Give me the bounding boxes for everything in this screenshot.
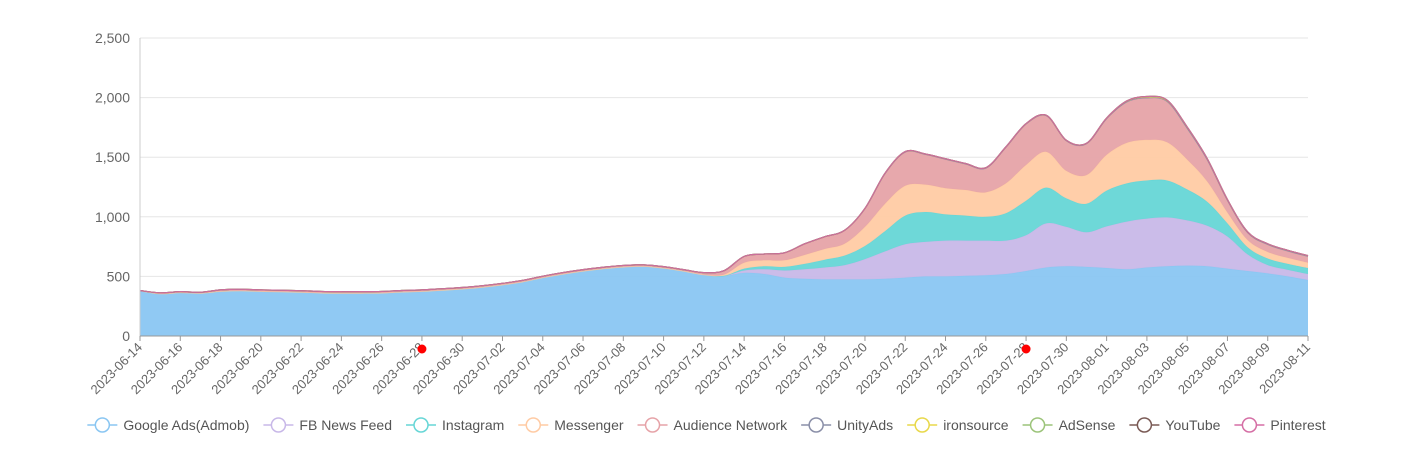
series-area-audience-network[interactable]: [140, 97, 1308, 294]
series-area-messenger[interactable]: [140, 139, 1308, 294]
event-marker-dot[interactable]: [1021, 344, 1031, 354]
series-area-fb-news-feed[interactable]: [140, 217, 1308, 294]
event-marker-dot[interactable]: [417, 344, 427, 354]
legend-circle-icon: [914, 417, 930, 433]
legend-item-google-ads-admob-[interactable]: Google Ads(Admob): [87, 417, 249, 433]
legend-item-youtube[interactable]: YouTube: [1129, 417, 1221, 433]
y-tick-label: 2,000: [95, 90, 130, 106]
legend-label: AdSense: [1059, 417, 1116, 433]
legend-circle-icon: [644, 417, 661, 433]
legend-item-ironsource[interactable]: ironsource: [907, 417, 1009, 433]
legend-label: Audience Network: [674, 417, 789, 433]
y-tick-label: 1,000: [95, 209, 130, 225]
legend-item-fb-news-feed[interactable]: FB News Feed: [263, 417, 392, 433]
legend-circle-icon: [808, 417, 824, 433]
legend[interactable]: Google Ads(Admob) FB News Feed Instagram Me…: [87, 417, 1326, 433]
legend-label: Google Ads(Admob): [123, 417, 249, 433]
y-tick-label: 1,500: [95, 149, 130, 165]
y-tick-label: 0: [122, 328, 130, 344]
legend-circle-icon: [1241, 417, 1258, 433]
legend-label: Pinterest: [1270, 417, 1325, 433]
legend-circle-icon: [270, 417, 287, 433]
legend-label: FB News Feed: [299, 417, 392, 433]
legend-item-messenger[interactable]: Messenger: [518, 417, 624, 433]
legend-item-audience-network[interactable]: Audience Network: [637, 417, 789, 433]
legend-circle-icon: [413, 417, 429, 433]
legend-item-instagram[interactable]: Instagram: [406, 417, 504, 433]
series-areas: [139, 95, 1309, 336]
legend-circle-icon: [94, 417, 111, 433]
series-line-pinterest: [139, 95, 1309, 294]
legend-item-pinterest[interactable]: Pinterest: [1234, 417, 1326, 433]
legend-label: Messenger: [554, 417, 624, 433]
legend-circle-icon: [1136, 417, 1153, 433]
legend-item-unityads[interactable]: UnityAds: [801, 417, 893, 433]
series-area-google-ads-admob-[interactable]: [140, 265, 1308, 336]
legend-label: ironsource: [943, 417, 1009, 433]
legend-circle-icon: [1029, 417, 1046, 433]
event-markers: [417, 344, 1031, 354]
legend-label: YouTube: [1165, 417, 1220, 433]
legend-label: Instagram: [442, 417, 504, 433]
y-tick-label: 2,500: [95, 30, 130, 46]
legend-label: UnityAds: [837, 417, 893, 433]
legend-item-adsense[interactable]: AdSense: [1022, 417, 1116, 433]
legend-circle-icon: [525, 417, 542, 433]
y-tick-label: 500: [107, 268, 131, 284]
